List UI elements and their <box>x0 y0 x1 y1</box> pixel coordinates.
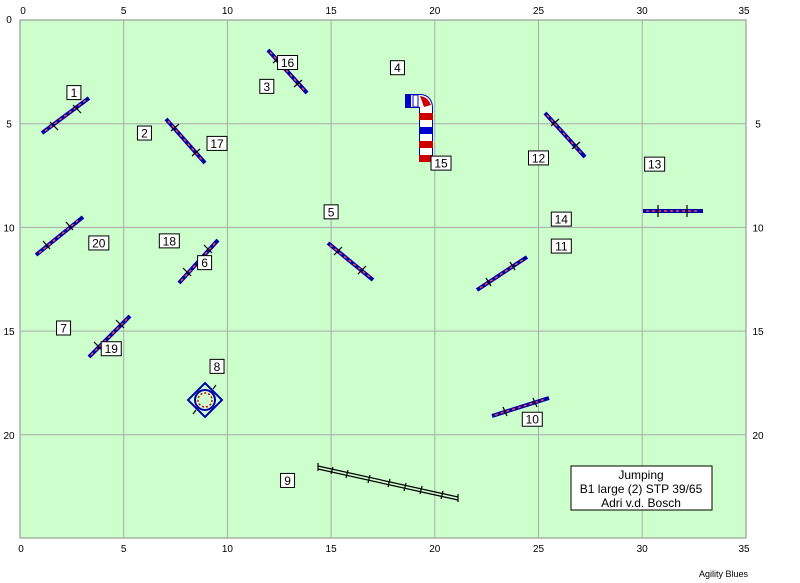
obstacle-number-4: 4 <box>389 60 405 75</box>
tyre-8 <box>186 381 224 419</box>
jump-5 <box>326 241 375 282</box>
svg-text:7: 7 <box>60 321 67 335</box>
svg-text:2: 2 <box>141 127 148 141</box>
field <box>19 19 747 539</box>
svg-text:16: 16 <box>281 56 295 70</box>
svg-text:10: 10 <box>526 413 540 427</box>
x-tick-top: 10 <box>222 6 234 17</box>
y-tick-right: 10 <box>752 223 764 234</box>
x-tick-bottom: 35 <box>738 544 750 555</box>
svg-text:1: 1 <box>71 86 78 100</box>
svg-text:9: 9 <box>284 474 291 488</box>
svg-text:8: 8 <box>214 360 221 374</box>
jump-7 <box>87 314 132 359</box>
obstacle-number-7: 7 <box>56 320 72 336</box>
obstacle-number-5: 5 <box>323 204 339 220</box>
svg-text:3: 3 <box>263 80 270 94</box>
info-line-3: Adri v.d. Bosch <box>601 496 681 510</box>
x-tick-bottom: 30 <box>637 544 649 555</box>
y-tick-left: 15 <box>3 327 15 338</box>
info-line-1: Jumping <box>618 468 663 482</box>
y-tick-right: 5 <box>755 120 761 131</box>
obstacle-number-12: 12 <box>528 150 549 166</box>
y-tick-left: 20 <box>3 431 15 442</box>
jump-3 <box>266 48 309 95</box>
x-tick-bottom: 10 <box>222 544 234 555</box>
svg-text:5: 5 <box>328 205 335 219</box>
grid-lines <box>20 20 746 538</box>
info-line-2: B1 large (2) STP 39/65 <box>580 482 703 496</box>
jump-20 <box>34 215 85 257</box>
obstacle-number-14: 14 <box>550 211 572 227</box>
obstacle-number-3: 3 <box>259 78 275 94</box>
x-tick-top: 20 <box>429 6 441 17</box>
svg-text:14: 14 <box>555 213 569 227</box>
obstacle-number-1: 1 <box>66 85 82 101</box>
obstacle-number-9: 9 <box>280 472 296 488</box>
y-tick-left: 5 <box>6 120 12 131</box>
svg-text:11: 11 <box>555 240 568 254</box>
obstacle-number-18: 18 <box>158 233 180 249</box>
x-tick-bottom: 15 <box>326 544 338 555</box>
obstacle-number-10: 10 <box>521 411 543 427</box>
svg-text:6: 6 <box>201 256 208 270</box>
svg-text:13: 13 <box>648 158 662 172</box>
jump-10 <box>491 396 550 418</box>
x-tick-top: 15 <box>326 6 338 17</box>
obstacle-number-19: 19 <box>100 341 122 357</box>
course-info-box: Jumping B1 large (2) STP 39/65 Adri v.d.… <box>570 465 713 511</box>
obstacle-number-15: 15 <box>430 155 452 171</box>
svg-text:20: 20 <box>92 236 106 250</box>
long-obstacle-9 <box>317 463 459 502</box>
y-tick-left: 10 <box>3 223 15 234</box>
obstacle-number-11: 11 <box>550 238 572 254</box>
svg-text:15: 15 <box>434 157 448 171</box>
x-tick-top: 25 <box>533 6 545 17</box>
svg-text:18: 18 <box>163 234 177 248</box>
jump-13 <box>643 205 703 217</box>
obstacle-number-8: 8 <box>209 358 225 374</box>
x-tick-top: 0 <box>20 6 26 17</box>
y-tick-right: 20 <box>752 431 764 442</box>
obstacle-number-17: 17 <box>206 135 228 151</box>
x-tick-top: 30 <box>637 6 649 17</box>
x-tick-bottom: 20 <box>429 544 441 555</box>
svg-text:17: 17 <box>210 137 224 151</box>
obstacle-number-20: 20 <box>88 235 110 251</box>
y-tick-right: 15 <box>752 327 764 338</box>
svg-text:4: 4 <box>394 61 401 75</box>
x-tick-bottom: 0 <box>18 544 24 555</box>
x-tick-top: 5 <box>121 6 127 17</box>
y-tick-left: 0 <box>6 15 12 26</box>
x-tick-bottom: 5 <box>121 544 127 555</box>
svg-text:12: 12 <box>532 151 546 165</box>
x-tick-bottom: 25 <box>533 544 545 555</box>
obstacle-number-6: 6 <box>197 255 213 271</box>
svg-text:19: 19 <box>105 342 119 356</box>
credit-label: Agility Blues <box>699 569 749 579</box>
jump-1 <box>40 96 91 135</box>
jump-2 <box>164 117 207 165</box>
x-tick-top: 35 <box>738 6 750 17</box>
jump-12 <box>543 111 587 159</box>
obstacle-number-13: 13 <box>644 156 666 172</box>
tunnel-4 <box>405 94 433 162</box>
jump-11 <box>475 255 529 292</box>
obstacle-number-16: 16 <box>277 55 299 71</box>
obstacle-number-2: 2 <box>136 125 152 141</box>
